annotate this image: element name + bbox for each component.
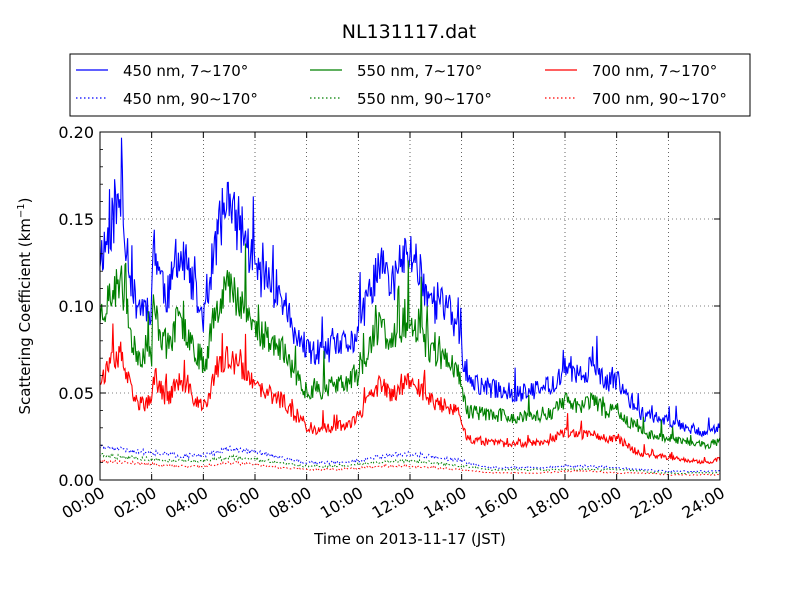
y-tick-label: 0.05: [58, 384, 94, 403]
y-tick-label: 0.20: [58, 123, 94, 142]
y-tick-labels: 0.00 0.05 0.10 0.15 0.20: [58, 123, 94, 490]
legend-label-1: 450 nm, 7∼170°: [123, 62, 248, 80]
y-tick-label: 0.00: [58, 471, 94, 490]
legend-label-4: 450 nm, 90∼170°: [123, 90, 258, 108]
series-group: [99, 137, 721, 476]
legend-label-6: 700 nm, 90∼170°: [592, 90, 727, 108]
x-axis-title: Time on 2013-11-17 (JST): [313, 530, 506, 548]
gridlines: [100, 132, 720, 480]
y-axis-title-main: Scattering Coefficient (km: [16, 218, 34, 414]
y-tick-label: 0.15: [58, 210, 94, 229]
y-tick-label: 0.10: [58, 297, 94, 316]
legend-label-3: 700 nm, 7∼170°: [592, 62, 717, 80]
ticks: [99, 131, 721, 481]
y-axis-title-superscript: −1: [16, 203, 27, 218]
series-line-4: [99, 443, 721, 473]
y-axis-title-end: ): [16, 197, 34, 203]
legend: 450 nm, 7∼170° 450 nm, 90∼170° 550 nm, 7∼1…: [69, 53, 751, 117]
y-axis-title: Scattering Coefficient (km−1): [16, 197, 34, 414]
series-line-2: [99, 243, 721, 451]
legend-box: [69, 53, 751, 117]
chart-title: NL131117.dat: [342, 21, 477, 43]
legend-label-2: 550 nm, 7∼170°: [357, 62, 482, 80]
series-line-1: [99, 137, 721, 438]
series-line-5: [99, 452, 721, 475]
legend-label-5: 550 nm, 90∼170°: [357, 90, 492, 108]
series-line-3: [99, 323, 721, 465]
series-line-6: [99, 458, 721, 476]
